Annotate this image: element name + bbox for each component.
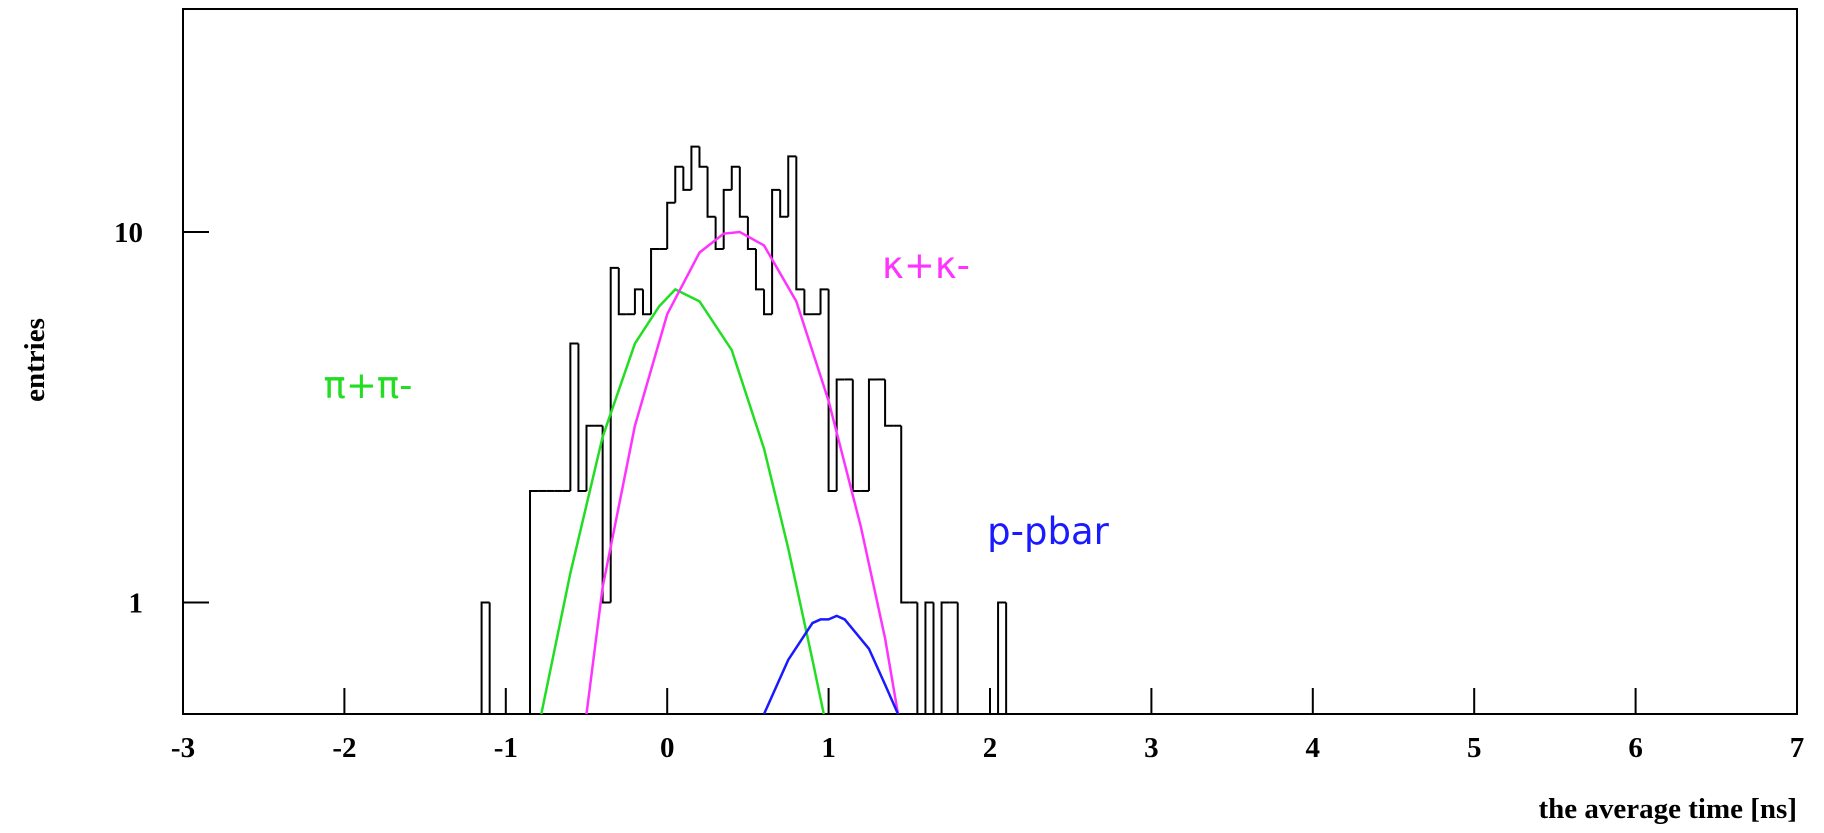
curve-label: p-pbar — [987, 510, 1109, 553]
x-tick-label: 3 — [1144, 732, 1159, 764]
x-tick-label: 4 — [1306, 732, 1321, 764]
histogram-bin — [835, 378, 845, 491]
histogram-bin — [617, 267, 627, 316]
plot-frame — [182, 8, 1798, 715]
histogram-bin — [803, 289, 813, 316]
histogram-bin — [529, 489, 539, 714]
histogram-bin — [795, 156, 805, 291]
histogram-bin — [577, 343, 587, 492]
histogram-bin — [682, 166, 692, 191]
histogram-bin — [851, 379, 861, 492]
histogram-bin — [706, 166, 716, 218]
x-tick-label: 6 — [1628, 732, 1643, 764]
histogram-bin — [674, 165, 684, 203]
curve-label: π+π- — [324, 364, 413, 407]
histogram-bin — [488, 602, 498, 714]
fit-curve — [762, 614, 900, 714]
histogram-bin — [763, 289, 773, 316]
histogram-bin — [787, 155, 797, 217]
histogram-bin — [609, 266, 619, 603]
histogram-bin — [924, 601, 934, 714]
histogram-bin — [698, 146, 708, 168]
histogram-bin — [900, 425, 910, 604]
histogram-bin — [633, 288, 643, 315]
histogram-bin — [1005, 602, 1015, 714]
histogram-bin — [819, 288, 829, 315]
histogram-bin — [916, 602, 926, 714]
x-tick-label: -3 — [171, 732, 195, 764]
histogram-bin — [641, 289, 652, 316]
histogram-bin — [746, 216, 756, 250]
y-tick-label: 1 — [129, 587, 144, 619]
histogram-bin — [650, 247, 660, 315]
x-tick-label: 7 — [1790, 732, 1805, 764]
fit-curve — [540, 287, 825, 714]
histogram-bin — [601, 425, 611, 604]
y-axis-label: entries — [19, 318, 51, 402]
histogram-bin — [884, 379, 894, 427]
histogram-bin — [867, 378, 878, 491]
histogram-bin — [714, 216, 724, 250]
histogram-bin — [722, 188, 732, 249]
histogram-bin — [827, 289, 837, 492]
histogram-bin — [666, 201, 676, 249]
histogram-bin — [932, 602, 942, 714]
plot-area — [473, 145, 1015, 714]
x-tick-label: -2 — [332, 732, 356, 764]
histogram-bin — [480, 601, 490, 714]
histogram-bin — [997, 601, 1007, 714]
x-tick-label: 0 — [660, 732, 675, 764]
histogram-bin — [940, 601, 950, 714]
histogram-bin — [771, 188, 781, 315]
histogram-bin — [690, 145, 700, 190]
x-axis-label: the average time [ns] — [1539, 793, 1798, 825]
histogram-bin — [754, 248, 765, 291]
x-tick-label: 5 — [1467, 732, 1482, 764]
y-tick-label: 10 — [114, 217, 143, 249]
x-tick-label: 2 — [983, 732, 998, 764]
x-tick-label: -1 — [494, 732, 518, 764]
histogram-bin — [569, 342, 579, 491]
x-tick-label: 1 — [821, 732, 836, 764]
curve-label: κ+κ- — [882, 244, 970, 287]
histogram-bin — [730, 165, 740, 190]
histogram-bin — [738, 166, 748, 218]
histogram-bin — [779, 189, 789, 218]
histogram-bin — [956, 602, 966, 714]
fit-curve — [585, 230, 900, 714]
histogram-bin — [585, 424, 595, 491]
